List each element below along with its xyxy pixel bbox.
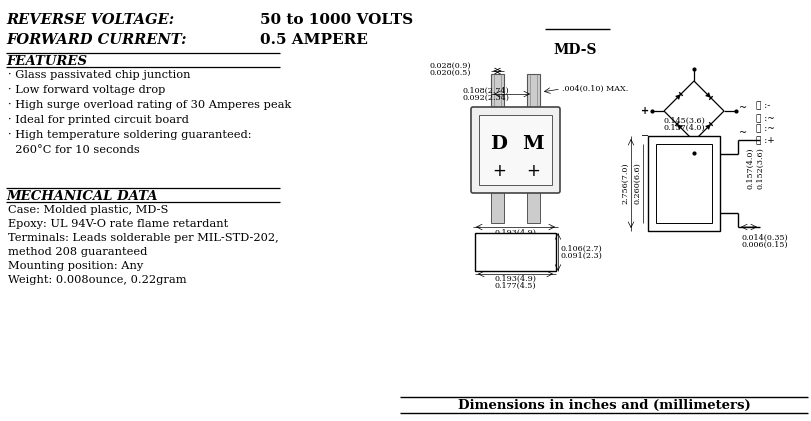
Text: +: + — [640, 106, 648, 116]
Text: method 208 guaranteed: method 208 guaranteed — [8, 247, 147, 257]
Bar — [655, 144, 711, 223]
Bar — [526, 191, 539, 223]
Text: 50 to 1000 VOLTS: 50 to 1000 VOLTS — [260, 13, 413, 27]
Text: 0.193(4.9): 0.193(4.9) — [494, 229, 536, 237]
Text: 0.006(0.15): 0.006(0.15) — [741, 241, 787, 249]
Text: 0.091(2.3): 0.091(2.3) — [560, 252, 602, 260]
Text: .004(0.10) MAX.: .004(0.10) MAX. — [561, 85, 628, 93]
Text: Mounting position: Any: Mounting position: Any — [8, 261, 143, 271]
Text: FEATURES: FEATURES — [6, 55, 87, 68]
Text: ① :-: ① :- — [755, 101, 770, 110]
Text: ~: ~ — [738, 103, 746, 113]
Text: ~: ~ — [738, 128, 746, 138]
Text: 0.106(2.7): 0.106(2.7) — [560, 245, 602, 253]
Text: Dimensions in inches and (millimeters): Dimensions in inches and (millimeters) — [457, 399, 749, 412]
Text: 0.5 AMPERE: 0.5 AMPERE — [260, 33, 367, 47]
Polygon shape — [704, 92, 710, 98]
Text: 0.177(4.5): 0.177(4.5) — [494, 282, 535, 290]
Bar — [491, 191, 504, 223]
Text: −: − — [640, 131, 648, 141]
Text: 260°C for 10 seconds: 260°C for 10 seconds — [8, 145, 139, 155]
Text: M: M — [521, 135, 543, 153]
Polygon shape — [704, 124, 710, 130]
Text: Case: Molded plastic, MD-S: Case: Molded plastic, MD-S — [8, 205, 168, 215]
Text: FORWARD CURRENT:: FORWARD CURRENT: — [6, 33, 187, 47]
Text: · Low forward voltage drop: · Low forward voltage drop — [8, 85, 165, 95]
Text: Terminals: Leads solderable per MIL-STD-202,: Terminals: Leads solderable per MIL-STD-… — [8, 233, 278, 243]
Text: 0.157(4.0): 0.157(4.0) — [745, 148, 753, 189]
Text: 2.756(7.0): 2.756(7.0) — [620, 163, 629, 204]
Text: 0.193(4.9): 0.193(4.9) — [494, 275, 536, 283]
Text: 0.020(0.5): 0.020(0.5) — [430, 69, 471, 77]
Text: · High surge overload rating of 30 Amperes peak: · High surge overload rating of 30 Amper… — [8, 100, 291, 110]
Bar — [478, 115, 551, 185]
Text: 0.108(2.74): 0.108(2.74) — [462, 87, 509, 95]
Text: ② :~: ② :~ — [755, 115, 774, 123]
Text: · Glass passivated chip junction: · Glass passivated chip junction — [8, 70, 191, 80]
Polygon shape — [674, 94, 680, 100]
Text: MECHANICAL DATA: MECHANICAL DATA — [6, 190, 157, 203]
Text: +: + — [491, 162, 505, 180]
Text: · High temperature soldering guaranteed:: · High temperature soldering guaranteed: — [8, 130, 251, 140]
Text: 0.145(3.6): 0.145(3.6) — [663, 117, 704, 125]
Text: REVERSE VOLTAGE:: REVERSE VOLTAGE: — [6, 13, 174, 27]
Text: Weight: 0.008ounce, 0.22gram: Weight: 0.008ounce, 0.22gram — [8, 275, 187, 285]
Polygon shape — [676, 124, 682, 130]
Text: 0.014(0.35): 0.014(0.35) — [741, 234, 787, 242]
Bar — [491, 74, 504, 109]
FancyBboxPatch shape — [470, 107, 560, 193]
Text: 0.092(2.34): 0.092(2.34) — [462, 94, 509, 102]
Text: ④ :+: ④ :+ — [755, 136, 774, 146]
Text: MD-S: MD-S — [552, 43, 596, 57]
Text: 0.260(6.6): 0.260(6.6) — [633, 163, 640, 205]
Text: D: D — [490, 135, 507, 153]
Text: 0.028(0.9): 0.028(0.9) — [430, 62, 471, 70]
Text: 0.152(3.6): 0.152(3.6) — [755, 148, 763, 189]
Text: Epoxy: UL 94V-O rate flame retardant: Epoxy: UL 94V-O rate flame retardant — [8, 219, 228, 229]
Bar — [526, 74, 539, 109]
Text: +: + — [526, 162, 539, 180]
Text: ③ :~: ③ :~ — [755, 125, 774, 133]
Text: 0.177(4.5): 0.177(4.5) — [494, 236, 535, 244]
Bar — [474, 233, 556, 271]
Bar — [647, 136, 719, 231]
Text: · Ideal for printed circuit board: · Ideal for printed circuit board — [8, 115, 189, 125]
Text: 0.157(4.0): 0.157(4.0) — [663, 124, 704, 132]
